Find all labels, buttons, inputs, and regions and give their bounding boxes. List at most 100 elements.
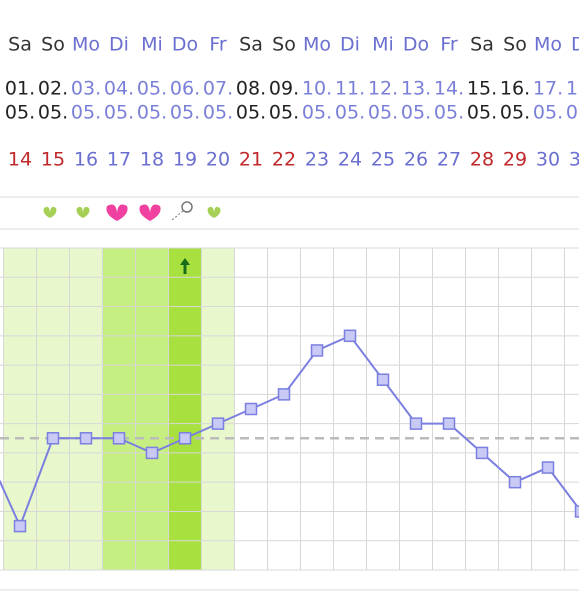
date-month: 05. [5, 102, 35, 124]
cycle-day: 15 [41, 149, 65, 171]
cycle-day: 19 [173, 149, 197, 171]
temperature-point [145, 446, 159, 460]
temperature-point [475, 446, 489, 460]
date-month: 05. [104, 102, 134, 124]
cycle-day: 21 [239, 149, 263, 171]
cycle-day: 24 [338, 149, 362, 171]
date-day: 12. [368, 78, 398, 100]
icon [106, 204, 128, 221]
fertile-shade [102, 248, 136, 570]
plot [0, 247, 579, 591]
date-day: 03. [71, 78, 101, 100]
date-day: 01. [5, 78, 35, 100]
icon [181, 201, 193, 213]
cycle-day: 28 [470, 149, 494, 171]
date-month: 05. [71, 102, 101, 124]
icon [43, 206, 57, 218]
date-month: 05. [170, 102, 200, 124]
day-name: Mi [372, 34, 394, 56]
date-day: 05. [137, 78, 167, 100]
day-name: Sa [239, 34, 263, 56]
date-day: 15. [467, 78, 497, 100]
day-name: Do [172, 34, 198, 56]
temperature-point [79, 432, 93, 445]
cycle-day: 26 [404, 149, 428, 171]
date-day: 16. [500, 78, 530, 100]
cycle-day: 23 [305, 149, 329, 171]
temperature-point [46, 432, 60, 445]
day-name: Fr [440, 34, 458, 56]
date-day: 10. [302, 78, 332, 100]
day-name: Mo [72, 34, 100, 56]
ovulation-arrow [180, 258, 190, 274]
icon [139, 204, 161, 221]
day-name: Mi [141, 34, 163, 56]
day-name: Mo [303, 34, 331, 56]
day-name: Di [340, 34, 360, 56]
day-name: Sa [8, 34, 32, 56]
date-month: 05. [401, 102, 431, 124]
icon [171, 210, 184, 221]
cycle-day: 30 [536, 149, 560, 171]
cycle-day: 25 [371, 149, 395, 171]
temperature-point [244, 402, 258, 416]
day-name: Fr [209, 34, 227, 56]
date-day: 13. [401, 78, 431, 100]
date-month: 05. [533, 102, 563, 124]
date-month: 05. [269, 102, 299, 124]
cycle-day: 27 [437, 149, 461, 171]
day-name: Mo [534, 34, 562, 56]
date-month: 05. [434, 102, 464, 124]
cycle-day: 20 [206, 149, 230, 171]
date-month: 05. [236, 102, 266, 124]
cycle-day: 16 [74, 149, 98, 171]
date-day: 02. [38, 78, 68, 100]
date-day: 08. [236, 78, 266, 100]
temperature-point [442, 417, 456, 430]
cycle-day: 31 [569, 149, 579, 171]
temperature-point [13, 519, 27, 533]
day-name: Di [571, 34, 579, 56]
fertile-shade [36, 248, 70, 570]
cycle-day: 14 [8, 149, 32, 171]
date-month: 05. [500, 102, 530, 124]
day-name: Di [109, 34, 129, 56]
temperature-point [409, 417, 423, 430]
date-day: 11. [335, 78, 365, 100]
date-month: 05. [335, 102, 365, 124]
fertile-shade [201, 248, 235, 570]
date-day: 07. [203, 78, 233, 100]
temperature-point [277, 388, 291, 401]
temperature-point [376, 373, 390, 386]
date-month: 05. [467, 102, 497, 124]
cycle-day: 17 [107, 149, 131, 171]
fertile-shade [3, 248, 37, 570]
temperature-point [574, 505, 579, 518]
date-month: 05. [203, 102, 233, 124]
date-day: 18. [566, 78, 579, 100]
fertile-shade [135, 248, 169, 570]
temperature-point [112, 432, 126, 445]
day-name: Sa [470, 34, 494, 56]
date-day: 17. [533, 78, 563, 100]
cycle-day: 29 [503, 149, 527, 171]
symptom-icons [43, 201, 221, 221]
temperature-point [178, 432, 192, 445]
cycle-day: 18 [140, 149, 164, 171]
date-month: 05. [302, 102, 332, 124]
date-month: 05. [566, 102, 579, 124]
icon [76, 206, 90, 218]
cycle-day: 22 [272, 149, 296, 171]
temperature-point [508, 475, 522, 489]
temperature-point [310, 344, 324, 357]
icon [207, 206, 221, 218]
date-month: 05. [137, 102, 167, 124]
date-month: 05. [38, 102, 68, 124]
date-day: 09. [269, 78, 299, 100]
temperature-point [211, 417, 225, 430]
temperature-point [541, 461, 555, 474]
day-name: Do [403, 34, 429, 56]
date-month: 05. [368, 102, 398, 124]
day-name: So [272, 34, 296, 56]
